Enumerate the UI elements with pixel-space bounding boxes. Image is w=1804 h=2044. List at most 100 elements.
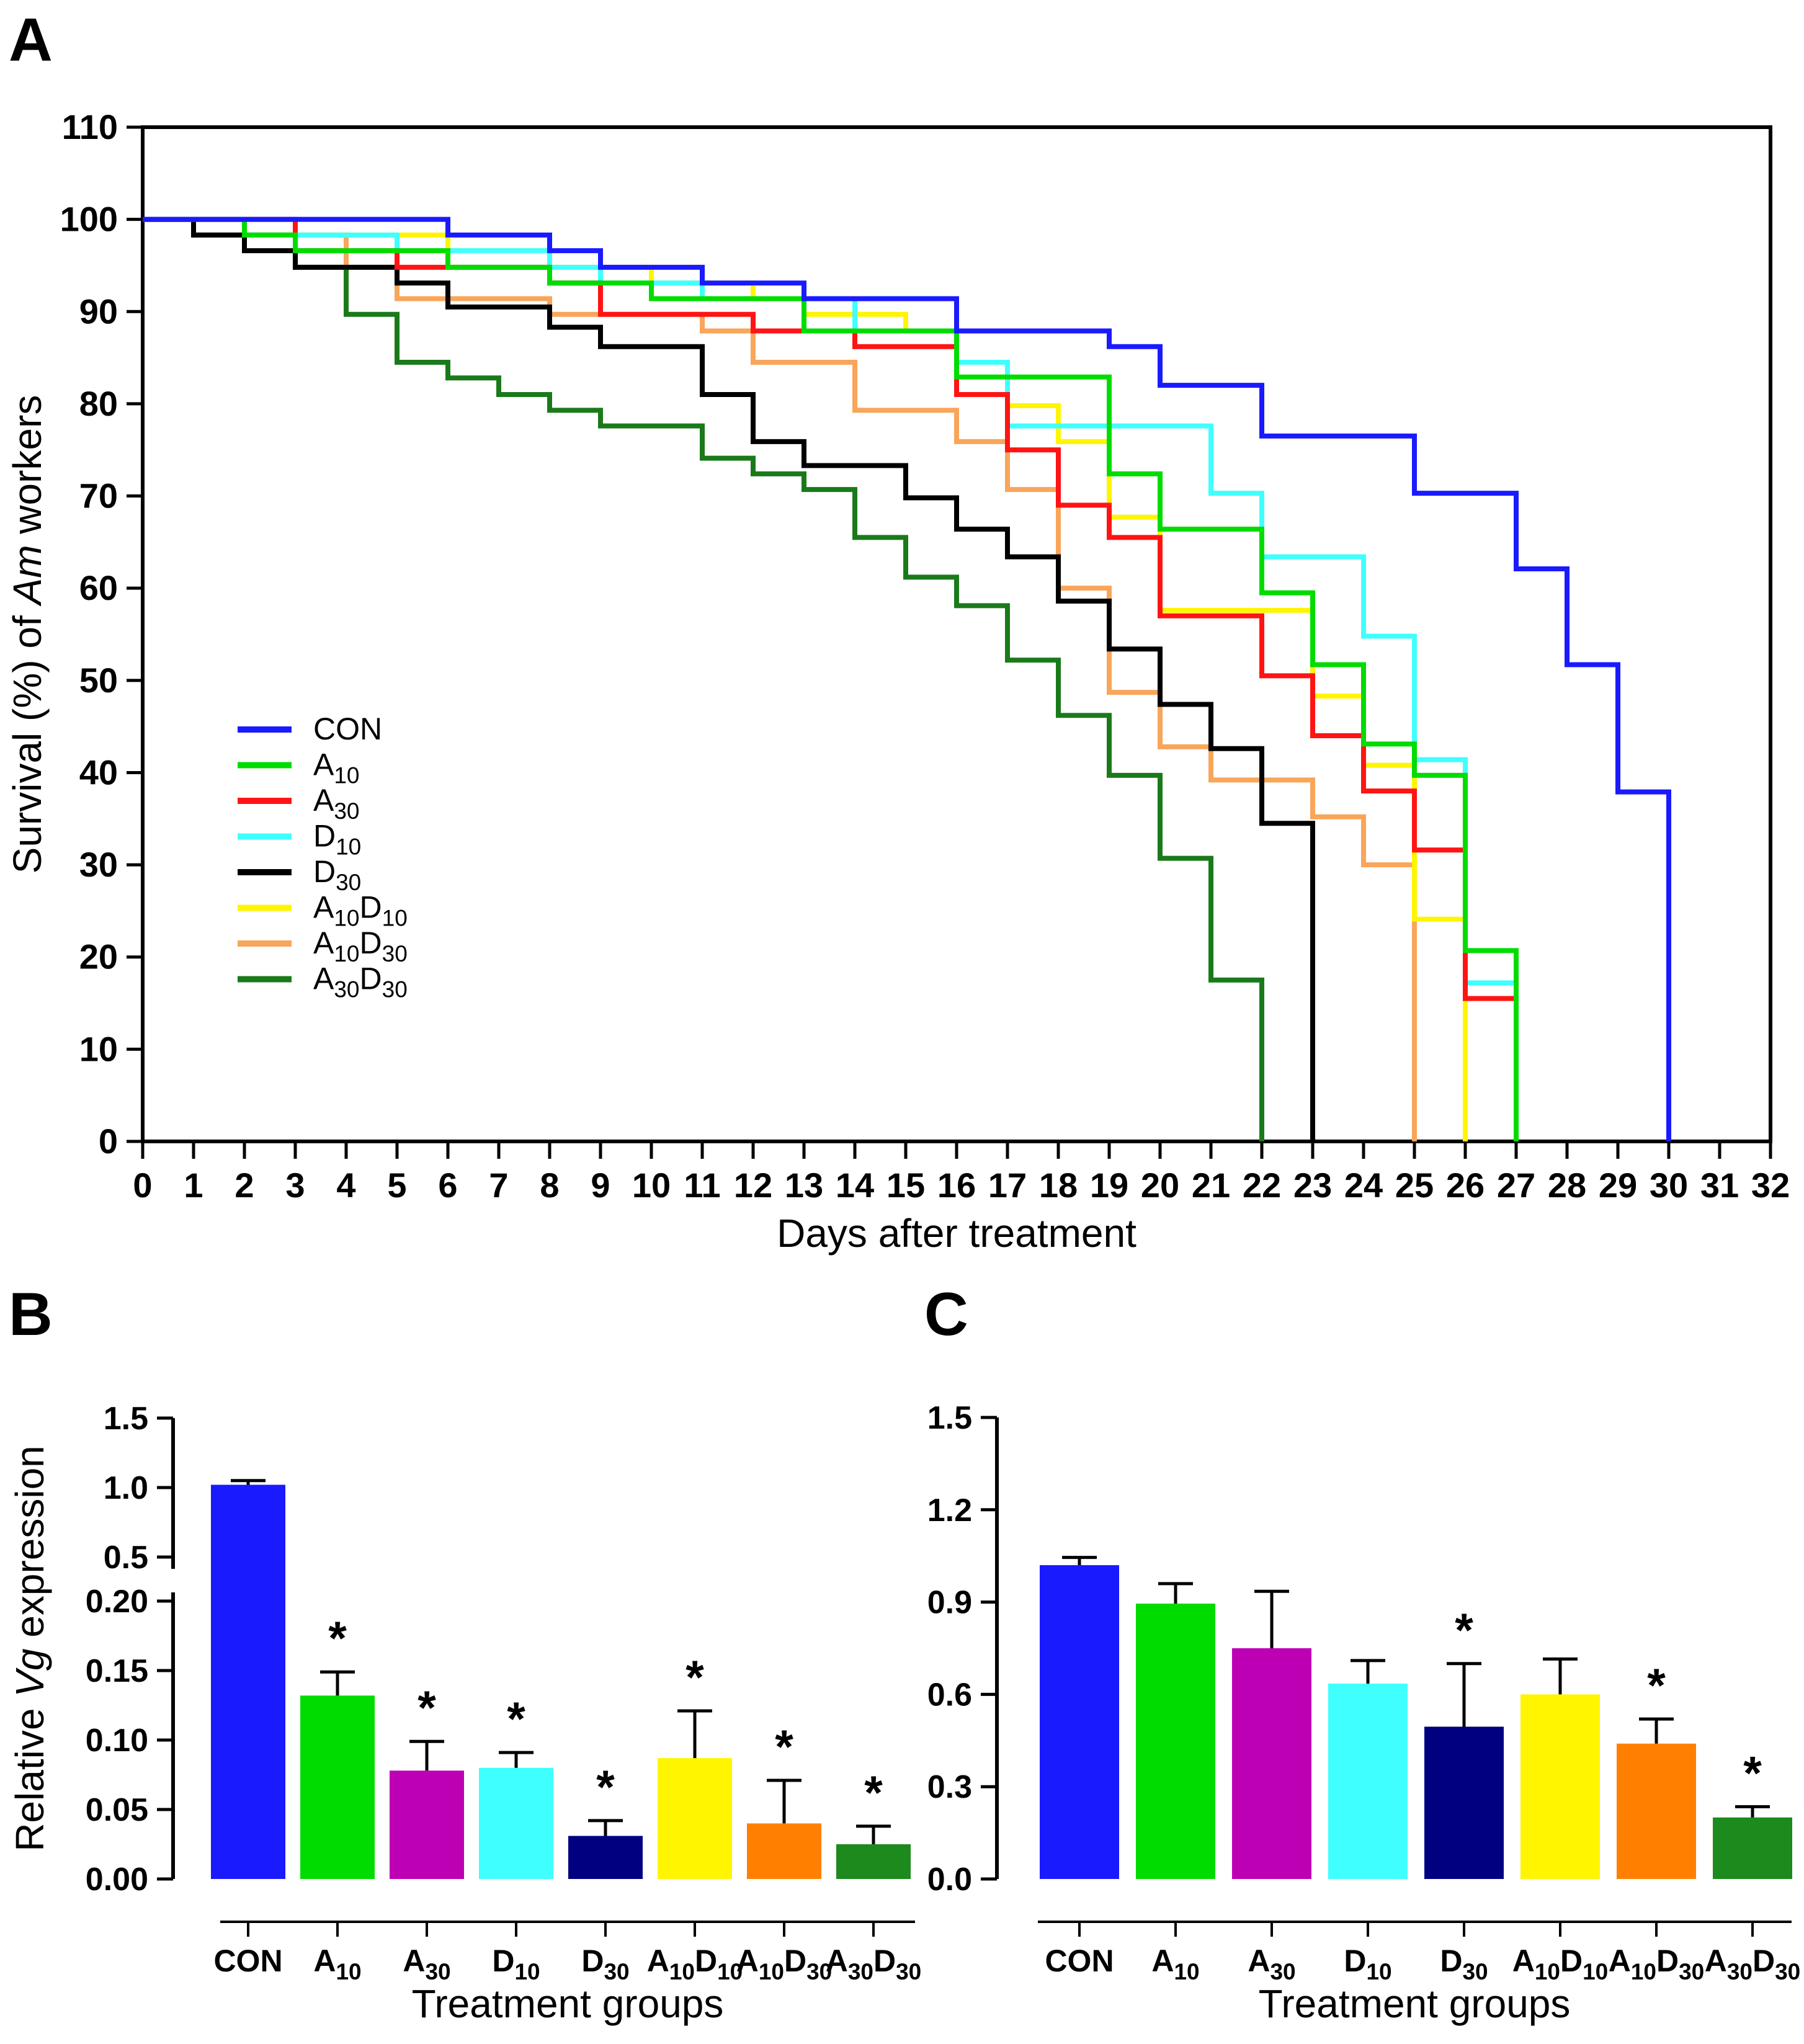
x-axis-tick-label: 5 [387,1166,406,1205]
y-axis-tick-label: 110 [62,107,118,146]
label-part: A [313,783,334,818]
x-axis-tick-label: 16 [937,1166,976,1205]
label-part: 30 [604,1959,629,1984]
x-axis-tick-label: 1 [184,1166,203,1205]
y-axis-tick-label: 1.0 [104,1470,148,1506]
label-part: CON [213,1944,282,1978]
label-part: 30 [1679,1959,1704,1984]
category-label-A30: A30 [1248,1944,1295,1984]
significance-asterisk-A30D30: * [864,1767,883,1819]
label-part: A [1609,1944,1631,1978]
legend-item-A30D30: A30D30 [238,962,408,1002]
label-part: A [313,890,334,925]
x-axis-tick-label: 9 [591,1166,610,1205]
panel-c-bar-chart: 0.00.30.60.91.21.5***CON A10 A30 D10 D30 A10D… [927,1400,1801,2026]
category-label-A10D10: A10D10 [1512,1944,1609,1984]
label-part: 30 [1727,1959,1753,1984]
label-part: Survival (%) of [5,604,50,873]
x-axis-tick-label: 32 [1751,1166,1790,1205]
label-part: 30 [336,870,361,895]
bar-A30 [390,1770,464,1879]
label-part: A [313,926,334,960]
bar-A30D30 [1713,1817,1792,1879]
y-axis-tick-label: 0.6 [927,1677,972,1713]
label-part: CON [313,712,382,746]
label-part: A [1248,1944,1270,1978]
label-part: 30 [806,1959,832,1984]
x-axis-tick-label: 15 [886,1166,925,1205]
bar-group-D10 [1328,1659,1408,1879]
label-part: D [360,890,382,925]
bar-D30 [568,1836,643,1879]
legend-label-A10D30: A10D30 [313,926,408,966]
legend-label-A10D10: A10D10 [313,890,408,931]
bar-group-A10: * [300,1612,375,1879]
survival-curve-A10 [143,216,1519,1141]
bar-A10D10 [1520,1694,1600,1879]
panel-a-letter: A [9,6,53,74]
survival-curve-A10D10 [143,216,1468,1141]
y-axis-tick-label: 0.0 [927,1862,972,1898]
bar-A10D30 [1617,1743,1696,1879]
bar-A10 [1136,1604,1215,1879]
y-axis-tick-label: 60 [79,568,118,607]
category-label-D10: D10 [1344,1944,1391,1984]
label-part: 10 [1366,1959,1391,1984]
label-part: 10 [336,834,361,860]
label-part: expression [7,1445,52,1648]
category-label-A10: A10 [1151,1944,1199,1984]
survival-curve-D10 [143,216,1519,1141]
y-axis-tick-label: 40 [79,752,118,792]
x-axis-tick-label: 2 [234,1166,254,1205]
survival-curve-CON [143,216,1671,1141]
bar-group-D10: * [479,1693,553,1879]
y-axis-tick-label: 0.10 [86,1723,148,1759]
legend-label-D30: D30 [313,854,361,895]
x-axis-tick-label: 21 [1192,1166,1230,1205]
survival-curve-A30 [143,216,1519,1141]
y-axis-tick-label: 0.5 [104,1540,148,1576]
label-part: A [1512,1944,1535,1978]
bar-group-A10D30: * [1617,1659,1696,1879]
label-part: 30 [382,977,408,1002]
x-axis-title: Days after treatment [777,1211,1136,1256]
x-axis-tick-label: 13 [785,1166,823,1205]
x-axis-tick-label: 25 [1395,1166,1434,1205]
label-part: A [313,1944,336,1978]
label-part: 30 [1270,1959,1295,1984]
bar-group-D30: * [1424,1604,1504,1879]
label-part: D [784,1944,806,1978]
bar-group-A10 [1136,1582,1215,1879]
bar-A10D30 [747,1823,821,1879]
x-axis-tick-label: 11 [684,1166,720,1205]
x-axis-tick-label: 3 [285,1166,305,1205]
label-part: A [1705,1944,1727,1978]
category-label-A10D30: A10D30 [1609,1944,1705,1984]
label-part: 10 [334,763,359,788]
y-axis-tick-label: 1.5 [104,1401,148,1437]
x-axis-tick-label: 12 [734,1166,772,1205]
bar-group-A10D10 [1520,1657,1600,1879]
significance-asterisk-A30D30: * [1743,1747,1762,1800]
y-axis-tick-label: 0.3 [927,1769,972,1805]
x-axis-tick-label: 29 [1599,1166,1637,1205]
y-axis-tick-label: 0 [99,1122,118,1161]
x-axis-tick-label: 28 [1548,1166,1586,1205]
category-label-D10: D10 [492,1944,540,1984]
y-axis-tick-label: 30 [79,845,118,884]
bar-D30 [1424,1726,1504,1879]
bar-group-CON [1040,1556,1119,1879]
category-label-A30: A30 [403,1944,450,1984]
label-part: D [313,854,336,889]
label-part: 30 [334,798,359,824]
label-part: 30 [425,1959,450,1984]
y-axis-tick-label: 20 [79,937,118,976]
label-part: 10 [1631,1959,1656,1984]
legend-label-D10: D10 [313,819,361,860]
legend-item-D10: D10 [238,819,361,860]
x-axis-tick-label: 19 [1090,1166,1128,1205]
y-axis-tick-label: 0.05 [86,1792,148,1828]
